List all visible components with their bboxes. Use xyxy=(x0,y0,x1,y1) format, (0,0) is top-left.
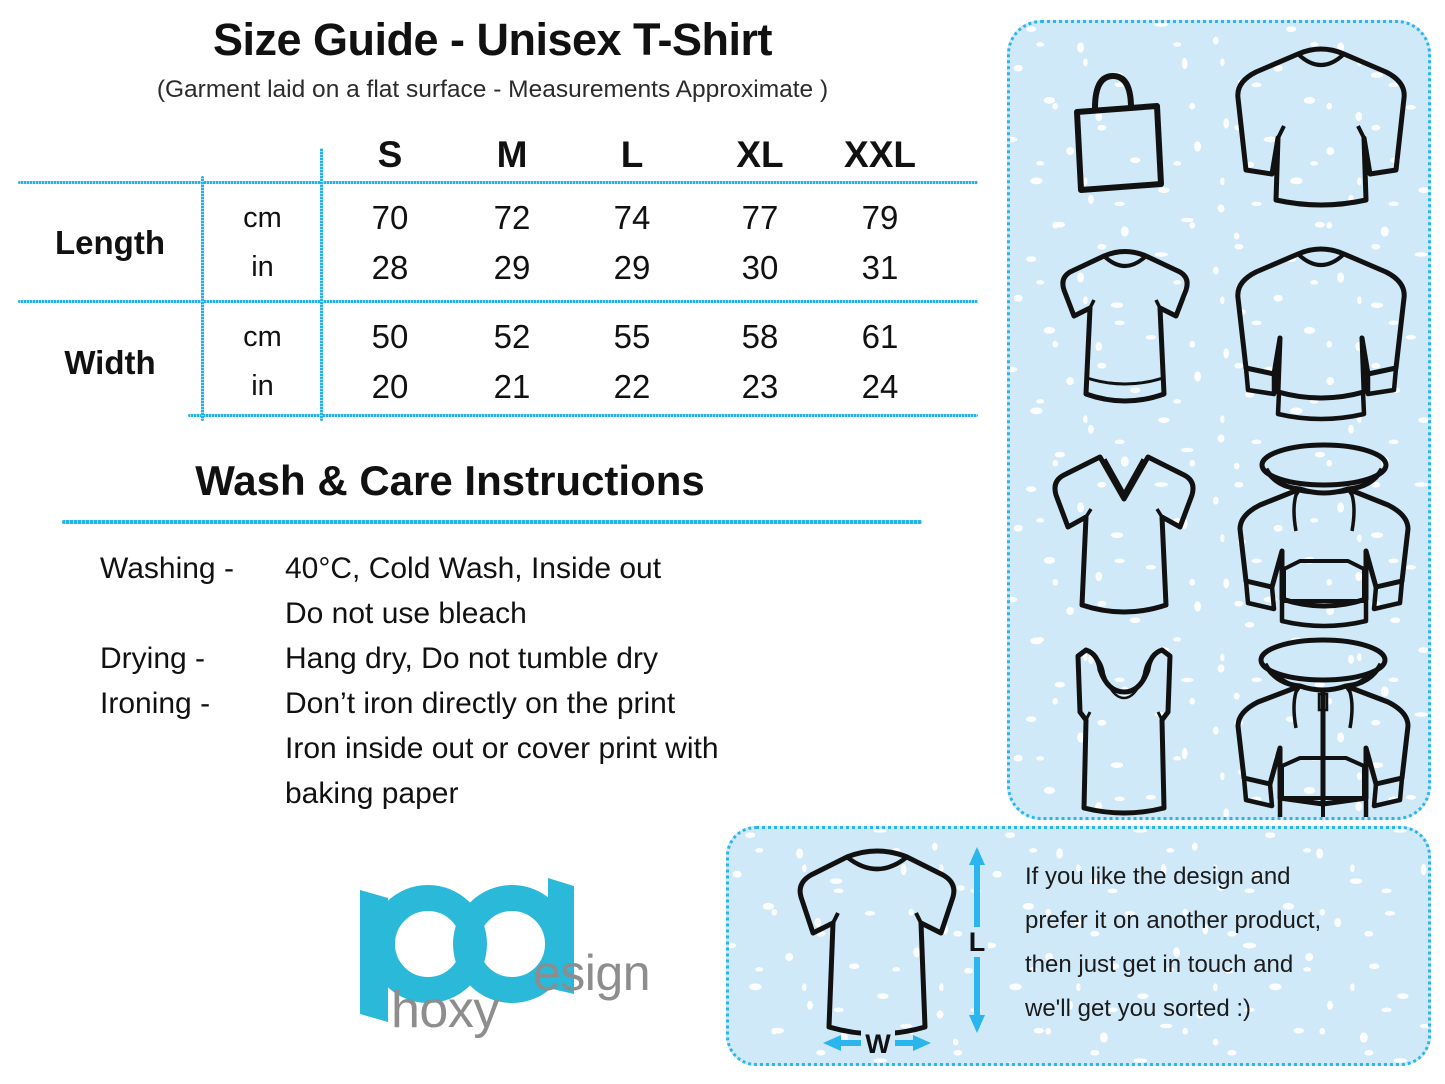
cell-width-in-xl: 23 xyxy=(741,368,779,405)
care-heading: Wash & Care Instructions xyxy=(195,457,705,504)
measurement-contact-panel: L W If you like the design and prefer it… xyxy=(726,826,1431,1066)
contact-message: If you like the design and prefer it on … xyxy=(1025,855,1415,1031)
cell-length-cm-m: 72 xyxy=(493,199,531,236)
care-desc-ironing-2: Iron inside out or cover print with xyxy=(285,732,719,765)
cell-width-cm-xxl: 61 xyxy=(861,318,899,355)
garment-illustrations-panel xyxy=(1007,20,1431,820)
logo-hoxy-text: hoxy xyxy=(391,981,499,1039)
contact-line-2: prefer it on another product, xyxy=(1025,899,1415,943)
care-term-drying: Drying - xyxy=(100,642,206,675)
contact-line-3-text: then just get in touch and xyxy=(1025,951,1294,978)
logo-esign-text: esign xyxy=(533,945,651,1001)
cell-length-in-s: 28 xyxy=(371,249,409,286)
contact-line-3: then just get in touch and xyxy=(1025,943,1415,987)
care-item-ironing-cont-2: baking paper xyxy=(100,777,950,822)
pd-logo-mark xyxy=(360,878,574,1022)
care-instruction-list: Washing - 40°C, Cold Wash, Inside out Do… xyxy=(100,552,950,822)
zip-hoodie-icon xyxy=(1235,637,1411,817)
col-head-xxl: XXL xyxy=(844,134,916,175)
care-item-ironing: Ironing - Don’t iron directly on the pri… xyxy=(100,687,950,732)
measurement-diagram: L W xyxy=(797,847,988,1057)
row-label-width: Width xyxy=(64,344,156,381)
left-column: Size Guide - Unisex T-Shirt (Garment lai… xyxy=(0,14,985,1039)
cell-length-in-xl: 30 xyxy=(741,249,779,286)
long-sleeve-tee-icon xyxy=(1235,46,1407,207)
table-rule-col1 xyxy=(201,176,204,421)
garment-fitted-tee xyxy=(1030,235,1220,430)
cell-width-in-s: 20 xyxy=(371,368,409,405)
care-term-washing: Washing - xyxy=(100,552,234,585)
contact-line-4-text: we'll get you sorted :) xyxy=(1025,995,1252,1022)
cell-width-cm-s: 50 xyxy=(371,318,409,355)
unit-length-cm: cm xyxy=(243,202,282,234)
cell-length-cm-xxl: 79 xyxy=(861,199,899,236)
size-table: S M L XL XXL Length cm in 70 72 74 77 79… xyxy=(0,124,985,424)
v-neck-tee-icon xyxy=(1052,454,1196,615)
garment-v-neck-tee xyxy=(1024,437,1224,637)
cell-width-in-l: 22 xyxy=(613,368,651,405)
fitted-tee-icon xyxy=(1060,248,1190,403)
cell-length-in-m: 29 xyxy=(493,249,531,286)
care-item-washing: Washing - 40°C, Cold Wash, Inside out xyxy=(100,552,950,597)
garment-tank-top xyxy=(1034,635,1214,817)
care-desc-ironing-1: Don’t iron directly on the print xyxy=(285,687,676,720)
cell-length-cm-l: 74 xyxy=(613,199,651,236)
col-head-m: M xyxy=(496,134,528,175)
garment-pullover-hoodie xyxy=(1216,431,1428,641)
table-rule-bottom xyxy=(188,414,978,417)
col-head-xl: XL xyxy=(736,134,784,175)
cell-length-cm-s: 70 xyxy=(371,199,409,236)
length-arrow-label: L xyxy=(969,927,986,957)
care-underline xyxy=(62,520,922,524)
care-item-washing-cont: Do not use bleach xyxy=(100,597,950,642)
table-rule-col2 xyxy=(320,148,323,421)
tank-top-icon xyxy=(1075,647,1173,816)
sweatshirt-icon xyxy=(1235,246,1407,421)
unit-length-in: in xyxy=(251,251,274,283)
garment-zip-hoodie xyxy=(1214,627,1428,817)
unit-width-cm: cm xyxy=(243,321,282,353)
contact-line-1: If you like the design and xyxy=(1025,855,1415,899)
page-subtitle: (Garment laid on a flat surface - Measur… xyxy=(156,76,829,103)
col-head-l: L xyxy=(620,134,644,175)
care-item-ironing-cont-1: Iron inside out or cover print with xyxy=(100,732,950,777)
cell-width-cm-m: 52 xyxy=(493,318,531,355)
garment-sweatshirt xyxy=(1216,229,1426,434)
row-label-length: Length xyxy=(55,224,165,261)
col-head-s: S xyxy=(377,134,403,175)
garment-long-sleeve-tee xyxy=(1216,29,1426,229)
cell-width-in-m: 21 xyxy=(493,368,531,405)
care-desc-washing-2: Do not use bleach xyxy=(285,597,527,630)
pullover-hoodie-icon xyxy=(1237,442,1411,628)
width-arrow-label: W xyxy=(865,1029,891,1057)
garment-tote-bag xyxy=(1030,39,1220,229)
cell-length-in-l: 29 xyxy=(613,249,651,286)
unit-width-in: in xyxy=(251,370,274,402)
contact-line-1-text: If you like the design and xyxy=(1025,863,1291,890)
care-desc-ironing-3: baking paper xyxy=(285,777,459,810)
care-term-ironing: Ironing - xyxy=(100,687,211,720)
cell-length-in-xxl: 31 xyxy=(861,249,899,286)
care-desc-drying-1: Hang dry, Do not tumble dry xyxy=(285,642,658,675)
cell-length-cm-xl: 77 xyxy=(741,199,779,236)
table-rule-top xyxy=(18,181,978,184)
care-desc-washing-1: 40°C, Cold Wash, Inside out xyxy=(285,552,662,585)
table-rule-middle xyxy=(18,300,978,303)
tote-bag-icon xyxy=(1074,72,1164,193)
care-item-drying: Drying - Hang dry, Do not tumble dry xyxy=(100,642,950,687)
cell-width-cm-l: 55 xyxy=(613,318,651,355)
page-title: Size Guide - Unisex T-Shirt xyxy=(212,14,773,65)
contact-line-4: we'll get you sorted :) xyxy=(1025,987,1415,1031)
cell-width-cm-xl: 58 xyxy=(741,318,779,355)
cell-width-in-xxl: 24 xyxy=(861,368,899,405)
brand-logo: esign hoxy xyxy=(352,872,672,1039)
contact-line-2-text: prefer it on another product, xyxy=(1025,907,1322,934)
